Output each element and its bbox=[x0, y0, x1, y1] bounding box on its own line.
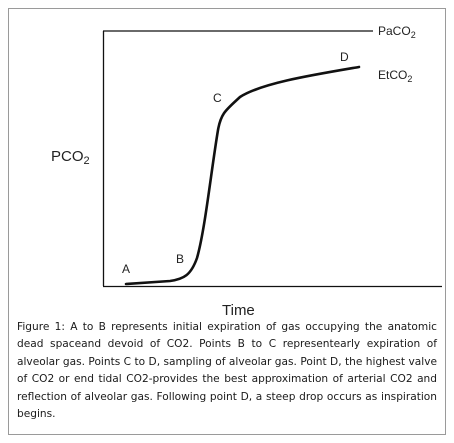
y-axis-label: PCO2 bbox=[51, 148, 90, 167]
etco2-label: EtCO2 bbox=[378, 68, 412, 84]
paco2-label: PaCO2 bbox=[378, 24, 416, 40]
paco2-label-sub: 2 bbox=[411, 30, 416, 40]
point-a-label: A bbox=[122, 262, 130, 276]
capnogram-curve bbox=[124, 65, 361, 286]
y-axis-label-sub: 2 bbox=[84, 155, 90, 167]
point-c-label: C bbox=[213, 91, 222, 105]
figure-caption: Figure 1: A to B represents initial expi… bbox=[17, 321, 437, 421]
point-d-label: D bbox=[340, 50, 349, 64]
x-axis-label: Time bbox=[222, 302, 255, 319]
etco2-label-sub: 2 bbox=[407, 74, 412, 84]
figure-frame bbox=[8, 8, 446, 435]
point-b-label: B bbox=[176, 252, 184, 266]
